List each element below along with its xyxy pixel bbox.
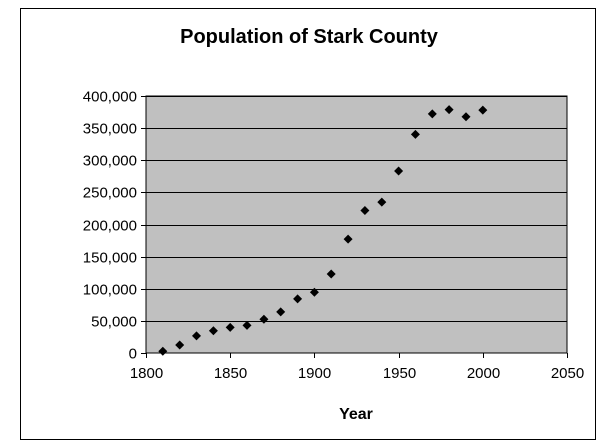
- y-tick-label: 200,000: [83, 218, 137, 235]
- y-tick-label: 100,000: [83, 282, 137, 299]
- y-tick-label: 0: [129, 346, 137, 363]
- x-tick-label: 1950: [383, 365, 416, 382]
- y-tick-label: 250,000: [83, 185, 137, 202]
- plot-area: [146, 96, 567, 353]
- x-tick-label: 2050: [551, 365, 584, 382]
- x-tick-label: 2000: [467, 365, 500, 382]
- x-tick-label: 1900: [298, 365, 331, 382]
- chart-frame: Population of Stark County 0 50,000 100,00…: [20, 8, 596, 440]
- y-tick-label: 150,000: [83, 250, 137, 267]
- chart-title: Population of Stark County: [180, 26, 439, 48]
- y-axis: 0 50,000 100,000 150,000 200,000 250,000 300,0…: [83, 89, 146, 363]
- scatter-chart: Population of Stark County 0 50,000 100,00…: [21, 9, 597, 441]
- y-tick-label: 50,000: [91, 314, 137, 331]
- y-tick-label: 300,000: [83, 153, 137, 170]
- x-axis: 1800 1850 1900 1950 2000 2050: [130, 353, 584, 382]
- x-tick-label: 1800: [130, 365, 163, 382]
- x-axis-title: Year: [339, 406, 373, 423]
- y-tick-label: 400,000: [83, 89, 137, 106]
- y-tick-label: 350,000: [83, 121, 137, 138]
- x-tick-label: 1850: [214, 365, 247, 382]
